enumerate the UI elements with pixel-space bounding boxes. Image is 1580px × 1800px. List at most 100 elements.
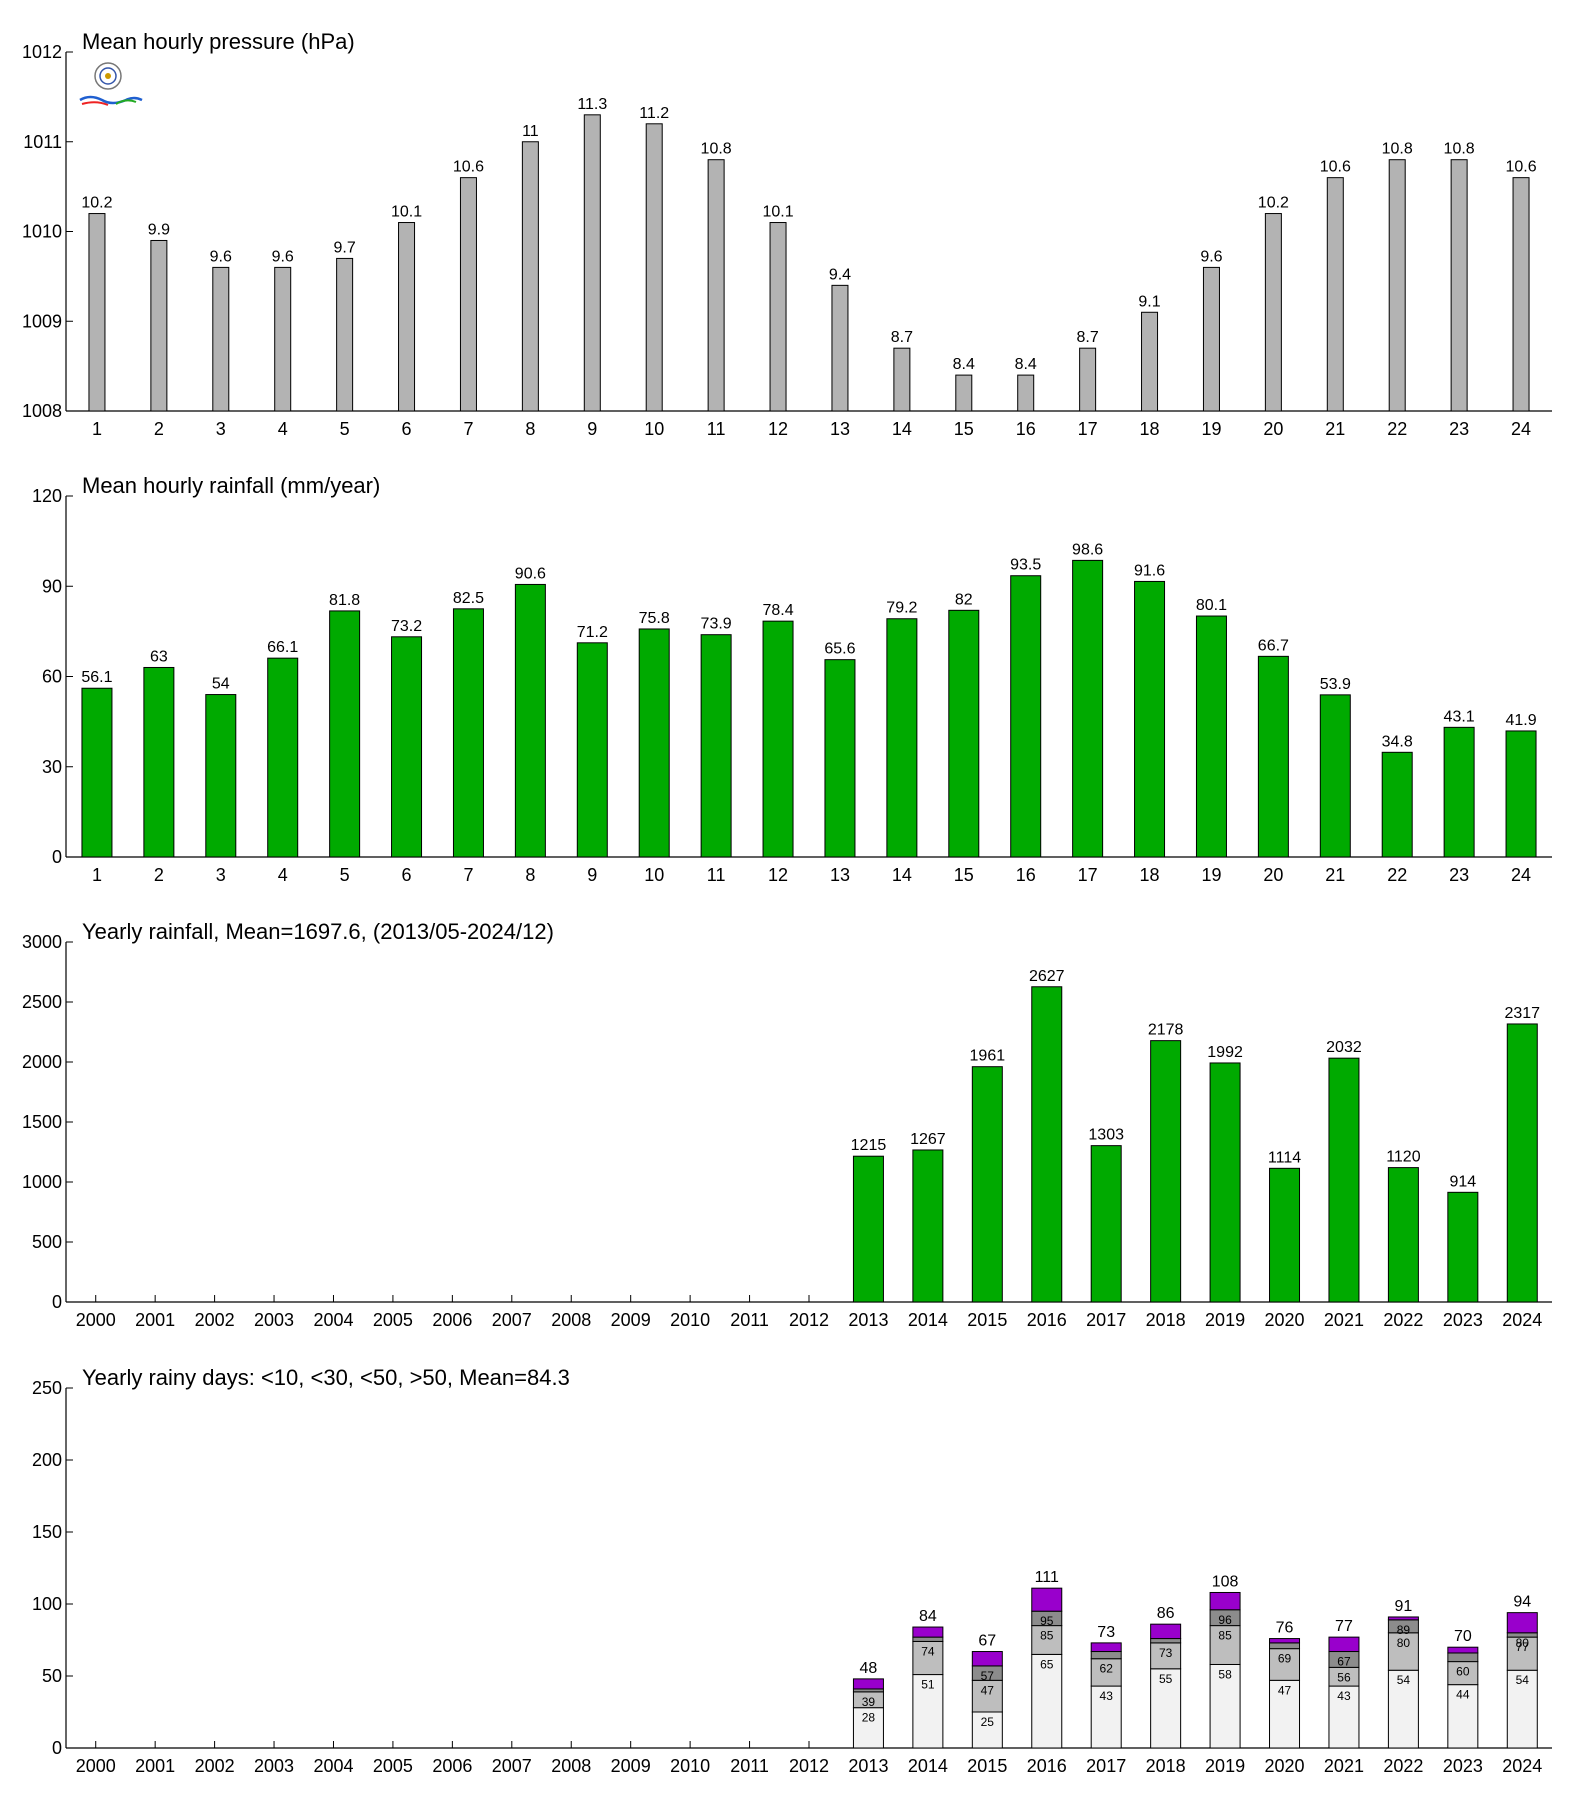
bar-value-label: 71.2 [577,624,608,641]
bar-segment-lt30 [971,1679,1003,1713]
bar [707,159,725,412]
bar [1209,1062,1241,1303]
segment-label: 89 [1397,1623,1411,1637]
chart-4: Yearly rainy days: <10, <30, <50, >50, M… [32,1365,1552,1776]
bar-value-label: 1267 [910,1131,946,1148]
bar [700,634,732,858]
x-tick-label: 2015 [967,1756,1007,1776]
bar [1269,1167,1301,1303]
bar-value-label: 91.6 [1134,562,1165,579]
bar [831,284,849,412]
bar-segment-lt30 [1150,1642,1182,1670]
segment-label: 56 [1337,1670,1351,1684]
bar-value-label: 75.8 [639,610,670,627]
bar-segment-lt30 [1269,1648,1301,1681]
x-tick-label: 2006 [432,1756,472,1776]
x-tick-label: 11 [707,419,726,439]
x-tick-label: 2010 [670,1756,710,1776]
x-tick-label: 2011 [730,1756,769,1776]
x-tick-label: 8 [525,865,535,885]
bar-value-label: 2178 [1148,1022,1184,1039]
station-logo [79,62,143,106]
segment-label: 47 [1278,1683,1292,1697]
bar-value-label: 9.1 [1138,293,1160,310]
y-tick-label: 0 [52,1738,62,1758]
bar-segment-lt30 [1506,1636,1538,1671]
bar-value-label: 66.1 [267,639,298,656]
x-tick-label: 2018 [1146,1756,1186,1776]
x-tick-label: 1 [92,419,102,439]
chart-title: Mean hourly rainfall (mm/year) [82,473,380,498]
x-tick-label: 15 [954,865,974,885]
x-tick-label: 2 [154,419,164,439]
bar-total-label: 94 [1513,1594,1531,1611]
bar-value-label: 1303 [1088,1127,1124,1144]
x-tick-label: 2008 [551,1310,591,1330]
bar-segment-lt50 [1090,1651,1122,1660]
segment-label: 51 [921,1678,935,1692]
x-tick-label: 2014 [908,1310,948,1330]
segment-label: 28 [862,1711,876,1725]
segment-label: 54 [1516,1673,1530,1687]
x-tick-label: 2004 [313,1756,353,1776]
x-tick-label: 2003 [254,1756,294,1776]
y-tick-label: 2500 [22,992,62,1012]
chart-title: Mean hourly pressure (hPa) [82,29,355,54]
segment-label: 85 [1218,1629,1232,1643]
bar-value-label: 1114 [1268,1149,1301,1166]
bar [1387,1167,1419,1303]
y-tick-label: 1008 [22,401,62,421]
bar-value-label: 2032 [1326,1039,1362,1056]
bar-segment-total [1090,1642,1122,1653]
segment-label: 60 [1456,1665,1470,1679]
bar [1506,1023,1538,1303]
x-tick-label: 24 [1511,865,1531,885]
segment-label: 77 [1516,1640,1530,1654]
x-tick-label: 16 [1016,865,1036,885]
x-tick-label: 2019 [1205,1310,1245,1330]
segment-label: 25 [981,1715,995,1729]
segment-label: 62 [1100,1662,1114,1676]
chart-3: Yearly rainfall, Mean=1697.6, (2013/05-2… [22,919,1552,1330]
x-tick-label: 2013 [848,1756,888,1776]
bar [1447,1191,1479,1303]
bar-value-label: 79.2 [886,600,917,617]
bar [514,583,546,858]
y-tick-label: 50 [42,1666,62,1686]
x-tick-label: 24 [1511,419,1531,439]
segment-label: 44 [1456,1688,1470,1702]
x-tick-label: 3 [216,865,226,885]
bar [948,609,980,858]
x-tick-label: 23 [1449,419,1469,439]
bar-total-label: 84 [919,1608,937,1625]
x-tick-label: 2023 [1443,1756,1483,1776]
bar [1388,159,1406,412]
bar [1512,177,1530,412]
x-tick-label: 13 [830,865,850,885]
bar [1264,213,1282,412]
bar [459,177,477,412]
bar-total-label: 86 [1157,1605,1175,1622]
x-tick-label: 2009 [611,1756,651,1776]
x-tick-label: 2016 [1027,1756,1067,1776]
bar-total-label: 108 [1212,1573,1239,1590]
y-tick-label: 60 [42,667,62,687]
segment-label: 43 [1337,1689,1351,1703]
bar-value-label: 9.6 [272,248,294,265]
segment-label: 55 [1159,1672,1173,1686]
x-tick-label: 21 [1325,865,1345,885]
y-tick-label: 1010 [22,222,62,242]
bar-segment-total [1328,1636,1360,1653]
bar-value-label: 63 [150,648,168,665]
bar [645,123,663,412]
bar [267,657,299,858]
bar [1328,1057,1360,1303]
bar-value-label: 914 [1449,1173,1476,1190]
bar-value-label: 10.2 [1258,195,1289,212]
bar [1505,730,1537,858]
x-tick-label: 2004 [313,1310,353,1330]
bar-value-label: 8.7 [1077,329,1099,346]
bar-value-label: 10.8 [1382,141,1413,158]
bar-value-label: 90.6 [515,565,546,582]
bar [1326,177,1344,412]
